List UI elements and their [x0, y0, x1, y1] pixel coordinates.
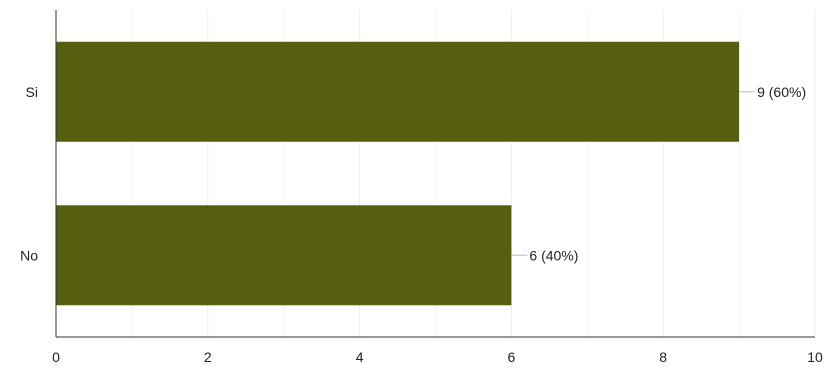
bar-layer: [56, 41, 740, 306]
bar-no: [56, 205, 512, 306]
x-tick-label: 4: [356, 349, 364, 365]
label-layer: 9 (60%) Si 6 (40%) No: [20, 84, 806, 264]
bar-si: [56, 41, 740, 142]
x-tick-label: 0: [52, 349, 60, 365]
category-label-no: No: [20, 247, 38, 263]
data-label-si: 9 (60%): [757, 84, 806, 100]
category-label-si: Si: [26, 84, 38, 100]
x-tick-label: 2: [204, 349, 212, 365]
data-label-no: 6 (40%): [529, 247, 578, 263]
axis-layer: 0 2 4 6 8 10: [52, 10, 823, 365]
x-tick-label: 10: [807, 349, 823, 365]
x-tick-label: 8: [659, 349, 667, 365]
x-tick-label: 6: [508, 349, 516, 365]
